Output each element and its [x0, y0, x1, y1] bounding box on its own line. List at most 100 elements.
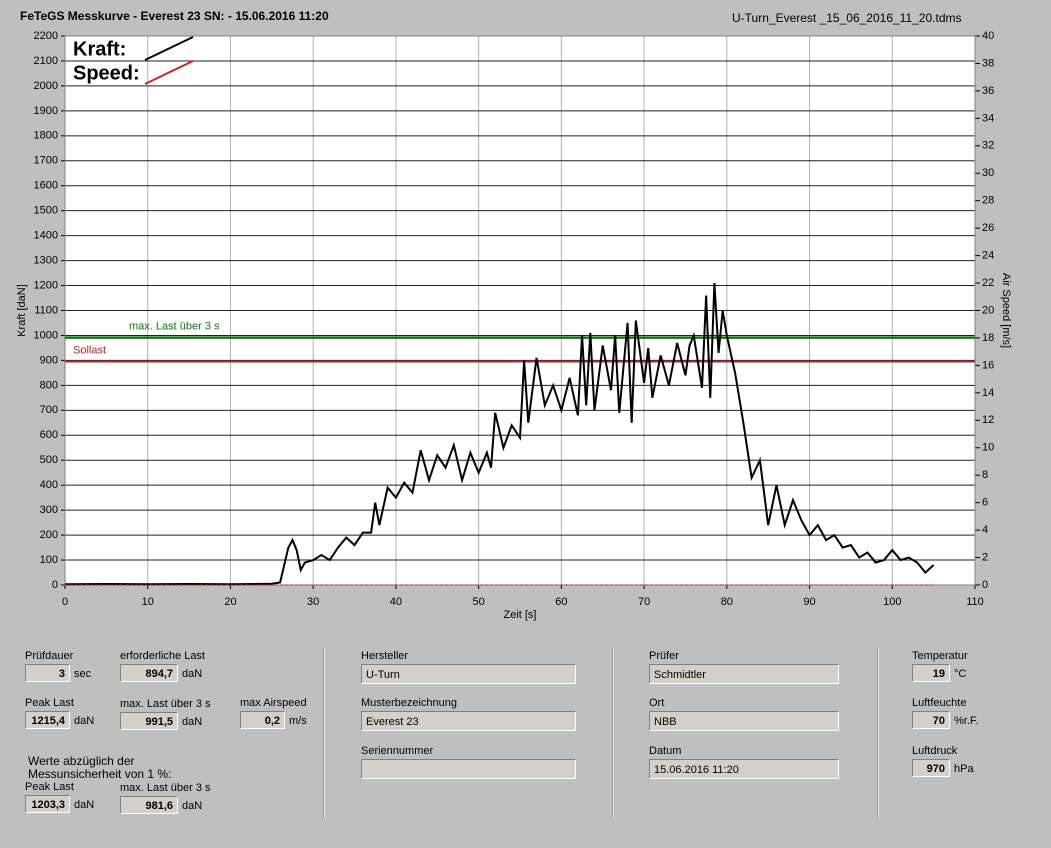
- legend-swatch: [144, 60, 194, 85]
- field-label: Ort: [649, 697, 665, 709]
- x-tick-label: 110: [966, 596, 984, 608]
- y-tick-label: 600: [40, 429, 58, 441]
- series-line: [64, 282, 935, 586]
- field-label: Musterbezeichnung: [361, 697, 458, 709]
- y-tick-label: 500: [40, 454, 58, 466]
- field-label: Peak Last: [25, 781, 74, 793]
- x-tick-label: 100: [883, 596, 901, 608]
- x-tick-label: 20: [224, 596, 236, 608]
- separator: [612, 648, 614, 818]
- x-tick-label: 50: [473, 596, 485, 608]
- y2-tick-label: 10: [982, 442, 994, 454]
- y-tick-label: 100: [40, 554, 58, 566]
- y2-tick-label: 30: [982, 167, 994, 179]
- field-value: 981,6: [120, 796, 178, 814]
- field-value: 1203,3: [25, 795, 70, 813]
- y-tick-label: 200: [40, 529, 58, 541]
- y2-tick-label: 18: [982, 332, 994, 344]
- x-tick-label: 30: [307, 596, 319, 608]
- y2-tick-label: 22: [982, 277, 994, 289]
- y-tick-label: 1200: [34, 279, 58, 291]
- y2-tick-label: 6: [982, 497, 988, 509]
- field-value: 1215,4: [25, 711, 70, 729]
- y2-tick-label: 28: [982, 195, 994, 207]
- field-label: Luftdruck: [912, 745, 958, 757]
- field-value: 3: [25, 664, 70, 682]
- y-tick-label: 300: [40, 504, 58, 516]
- field-unit: sec: [74, 668, 92, 680]
- field-unit: daN: [74, 799, 95, 811]
- y-tick-label: 700: [40, 404, 58, 416]
- y-tick-label: 900: [40, 354, 58, 366]
- reference-label: Sollast: [73, 345, 106, 357]
- field-value: U-Turn: [361, 664, 576, 684]
- field-unit: daN: [182, 668, 203, 680]
- field-label: Temperatur: [912, 650, 968, 662]
- y2-tick-label: 40: [982, 30, 994, 42]
- note: Werte abzüglich der: [28, 754, 135, 768]
- y2-tick-label: 24: [982, 250, 994, 262]
- field-unit: daN: [182, 716, 203, 728]
- field-unit: daN: [182, 800, 203, 812]
- y2-tick-label: 2: [982, 551, 988, 563]
- y2-tick-label: 16: [982, 359, 994, 371]
- chart: 0 10 20 30 40 50 60 70 80 90 100 110010020030040050…: [16, 30, 1012, 621]
- field-unit: daN: [74, 715, 95, 727]
- x-tick-label: 80: [721, 596, 733, 608]
- x-tick-label: 40: [390, 596, 402, 608]
- field-value: 894,7: [120, 664, 178, 682]
- y-tick-label: 2200: [34, 30, 58, 42]
- y-tick-label: 1100: [34, 304, 58, 316]
- x-tick-label: 60: [555, 596, 567, 608]
- field-label: Datum: [649, 745, 682, 757]
- field-value: Schmidtler: [649, 664, 839, 684]
- y-tick-label: 1400: [34, 230, 58, 242]
- x-tick-label: 70: [638, 596, 650, 608]
- y2-tick-label: 0: [982, 579, 988, 591]
- x-tick-label: 0: [62, 596, 68, 608]
- y-tick-label: 1500: [34, 205, 58, 217]
- field-value: [361, 759, 576, 779]
- field-unit: °C: [954, 668, 967, 680]
- y-tick-label: 1700: [34, 155, 58, 167]
- reference-label: max. Last über 3 s: [129, 320, 220, 332]
- field-value: 15.06.2016 11:20: [649, 759, 839, 779]
- field-value: 19: [912, 664, 950, 682]
- separator: [877, 648, 879, 818]
- x-tick-label: 10: [142, 596, 154, 608]
- y2-tick-label: 20: [982, 304, 994, 316]
- field-value: NBB: [649, 711, 839, 731]
- legend-label: Kraft:: [73, 38, 126, 60]
- field-value: 970: [912, 759, 950, 777]
- field-label: Luftfeuchte: [912, 697, 967, 709]
- field-label: max. Last über 3 s: [120, 782, 211, 794]
- y-tick-label: 2000: [34, 80, 58, 92]
- field-label: Hersteller: [361, 650, 409, 662]
- y-tick-label: 0: [52, 579, 58, 591]
- y2-tick-label: 34: [982, 112, 994, 124]
- y-tick-label: 1000: [34, 329, 58, 341]
- y-tick-label: 1800: [34, 130, 58, 142]
- y-tick-label: 1600: [34, 180, 58, 192]
- field-label: max Airspeed: [240, 697, 307, 709]
- x-tick-label: 90: [803, 596, 815, 608]
- y-tick-label: 1900: [34, 105, 58, 117]
- y-tick-label: 2100: [34, 55, 58, 67]
- y2-tick-label: 14: [982, 387, 994, 399]
- field-label: Peak Last: [25, 697, 74, 709]
- field-label: Seriennummer: [361, 745, 434, 757]
- y2-tick-label: 36: [982, 85, 994, 97]
- y2-tick-label: 32: [982, 140, 994, 152]
- legend-swatch: [144, 36, 194, 61]
- field-value: 0,2: [240, 711, 285, 729]
- field-unit: %r.F.: [954, 715, 979, 727]
- y2-tick-label: 4: [982, 524, 988, 536]
- filename: U-Turn_Everest _15_06_2016_11_20.tdms: [732, 11, 962, 25]
- y2-axis-label: Air Speed [m/s]: [1000, 273, 1012, 348]
- field-label: erforderliche Last: [120, 650, 205, 662]
- field-value: 991,5: [120, 712, 178, 730]
- note: Messunsicherheit von 1 %:: [28, 767, 172, 781]
- field-label: Prüfdauer: [25, 650, 74, 662]
- y-tick-label: 1300: [34, 254, 58, 266]
- field-label: Prüfer: [649, 650, 679, 662]
